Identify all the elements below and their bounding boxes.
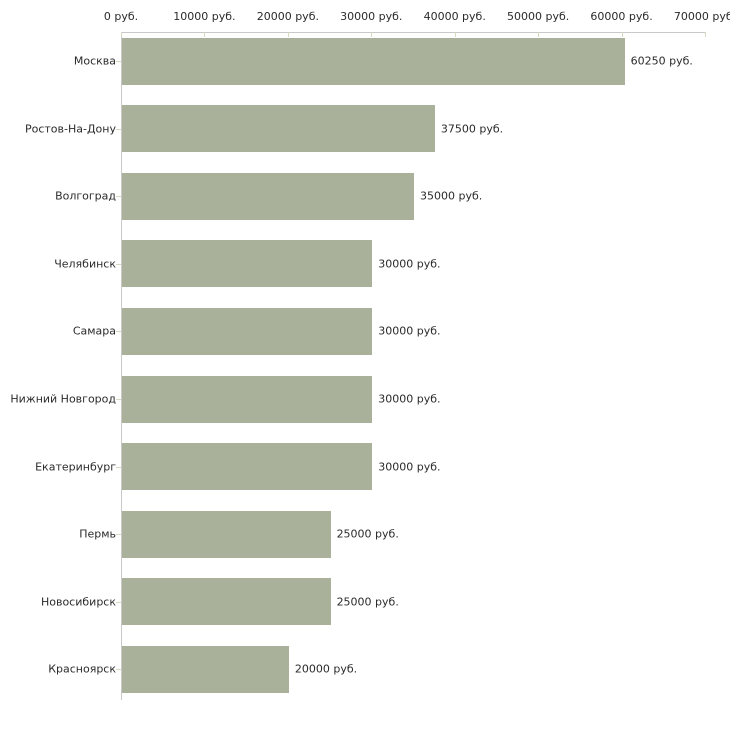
x-axis-tick-label: 20000 руб. — [256, 10, 319, 23]
x-axis-tick-label: 70000 руб. — [673, 10, 730, 23]
y-axis-tick-mark — [116, 263, 121, 265]
value-label: 30000 руб. — [378, 392, 441, 406]
x-axis-tick-label: 30000 руб. — [340, 10, 403, 23]
value-label: 37500 руб. — [440, 122, 504, 136]
x-axis-tick-mark — [121, 32, 122, 37]
x-axis-tick-label: 10000 руб. — [173, 10, 236, 23]
value-label: 20000 руб. — [294, 662, 358, 676]
bar — [122, 307, 373, 355]
bar — [122, 240, 373, 288]
bar — [122, 172, 414, 220]
y-axis-tick-mark — [116, 601, 121, 603]
x-axis-tick-label: 60000 руб. — [590, 10, 653, 23]
x-axis-tick-label: 50000 руб. — [507, 10, 570, 23]
bar — [122, 443, 373, 491]
category-label: Ростов-На-Дону — [24, 122, 116, 136]
y-axis-tick-mark — [116, 61, 121, 62]
category-label: Екатеринбург — [35, 460, 116, 474]
bar — [122, 105, 435, 153]
y-axis-tick-mark — [116, 331, 121, 333]
x-axis-tick-mark — [371, 32, 373, 37]
x-axis-tick-label: 0 руб. — [103, 10, 139, 23]
x-axis-tick-mark — [705, 32, 706, 37]
category-label: Новосибирск — [40, 595, 116, 609]
category-label: Самара — [72, 324, 116, 338]
x-axis-tick-mark — [621, 32, 623, 37]
category-label: Волгоград — [55, 189, 116, 203]
bar — [122, 375, 373, 423]
value-label: 25000 руб. — [336, 595, 399, 609]
y-axis-tick-mark — [116, 534, 121, 536]
x-axis-tick-mark — [204, 32, 206, 37]
x-axis-tick-mark — [287, 32, 289, 37]
x-axis-tick-mark — [454, 32, 456, 37]
value-label: 30000 руб. — [378, 324, 441, 338]
y-axis-tick-mark — [116, 466, 121, 468]
category-label: Челябинск — [54, 257, 116, 271]
value-label: 30000 руб. — [378, 257, 441, 271]
x-axis-tick-label: 40000 руб. — [423, 10, 486, 23]
y-axis-tick-mark — [116, 128, 121, 130]
category-label: Пермь — [79, 527, 116, 541]
x-axis-line — [121, 32, 705, 33]
category-label: Красноярск — [48, 662, 116, 676]
category-label: Москва — [73, 54, 116, 68]
value-label: 60250 руб. — [630, 54, 693, 68]
bar — [122, 37, 625, 85]
value-label: 25000 руб. — [336, 527, 399, 541]
value-label: 30000 руб. — [378, 460, 441, 474]
y-axis-tick-mark — [116, 399, 121, 400]
bar — [122, 510, 331, 558]
bar — [122, 645, 289, 693]
x-axis-tick-mark — [538, 32, 540, 37]
value-label: 35000 руб. — [420, 189, 483, 203]
y-axis-tick-mark — [116, 196, 121, 198]
y-axis-tick-mark — [116, 669, 121, 671]
bar — [122, 578, 331, 626]
y-axis-line — [121, 32, 122, 700]
category-label: Нижний Новгород — [10, 392, 116, 406]
